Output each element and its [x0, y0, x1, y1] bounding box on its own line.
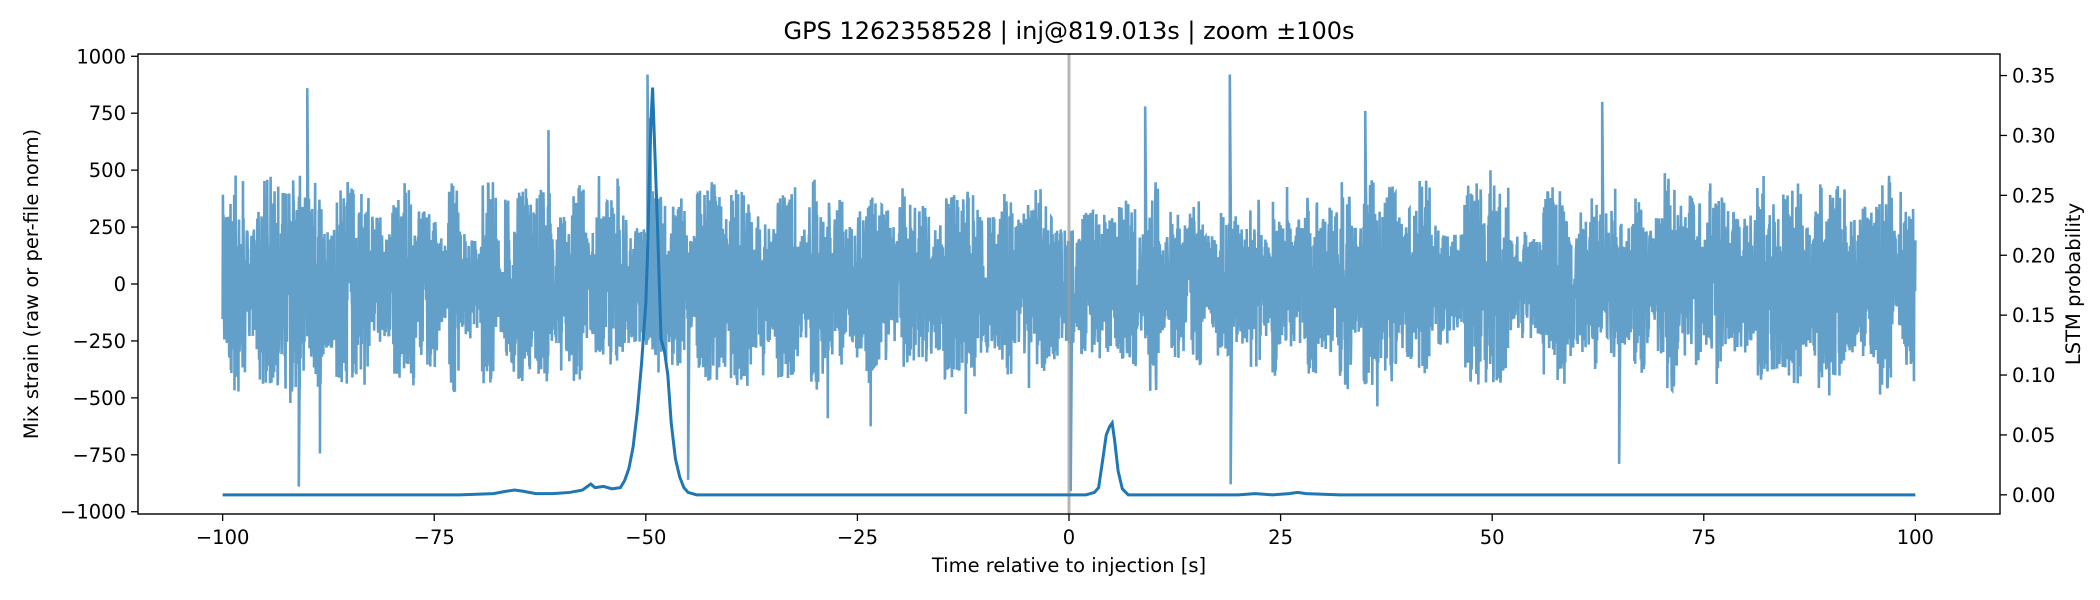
x-tick-label: −100 — [196, 526, 250, 549]
y-right-tick-label: 0.30 — [2012, 124, 2055, 147]
y-right-tick-label: 0.10 — [2012, 364, 2055, 387]
y-left-tick-label: −500 — [72, 387, 126, 410]
y-axis-right: 0.00 0.05 0.10 0.15 0.20 0.25 0.30 0.35 — [2000, 65, 2055, 507]
y-left-tick-label: −750 — [72, 444, 126, 467]
chart-title: GPS 1262358528 | inj@819.013s | zoom ±10… — [783, 17, 1354, 45]
y-left-tick-label: −1000 — [60, 501, 126, 524]
x-tick-label: −75 — [414, 526, 455, 549]
x-tick-label: 25 — [1268, 526, 1293, 549]
x-tick-label: 50 — [1480, 526, 1505, 549]
y-axis-left-label: Mix strain (raw or per-file norm) — [20, 129, 43, 439]
y-left-tick-label: 750 — [89, 102, 126, 125]
x-tick-label: −50 — [625, 526, 666, 549]
x-tick-label: 0 — [1063, 526, 1075, 549]
x-tick-label: −25 — [837, 526, 878, 549]
y-left-tick-label: 250 — [89, 216, 126, 239]
x-axis: −100 −75 −50 −25 0 25 50 75 100 — [196, 514, 1934, 549]
x-tick-label: 100 — [1897, 526, 1934, 549]
y-axis-right-label: LSTM probability — [2062, 203, 2085, 365]
probability-series-line — [222, 87, 1916, 497]
y-right-tick-label: 0.15 — [2012, 304, 2055, 327]
y-right-tick-label: 0.35 — [2012, 65, 2055, 88]
y-left-tick-label: 500 — [89, 159, 126, 182]
y-left-tick-label: −250 — [72, 330, 126, 353]
y-left-tick-label: 0 — [114, 273, 126, 296]
y-left-tick-label: 1000 — [76, 45, 126, 68]
y-right-tick-label: 0.25 — [2012, 184, 2055, 207]
y-right-tick-label: 0.20 — [2012, 244, 2055, 267]
y-right-tick-label: 0.00 — [2012, 484, 2055, 507]
y-axis-left: −1000 −750 −500 −250 0 250 500 750 1000 — [60, 45, 138, 524]
x-axis-label: Time relative to injection [s] — [931, 554, 1206, 577]
x-tick-label: 75 — [1691, 526, 1716, 549]
y-right-tick-label: 0.05 — [2012, 424, 2055, 447]
